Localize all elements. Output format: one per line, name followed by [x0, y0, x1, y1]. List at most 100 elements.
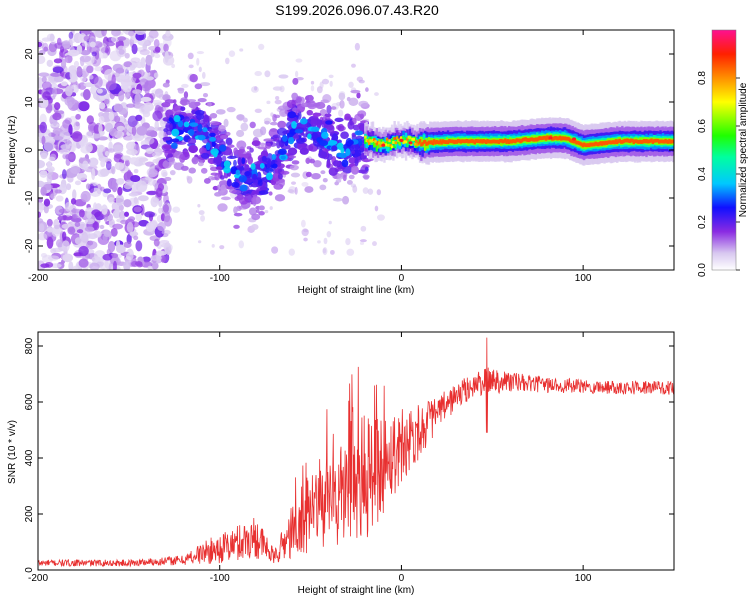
heatmap-cell — [162, 204, 169, 213]
heatmap-cell — [462, 139, 465, 144]
heatmap-cell — [86, 240, 98, 250]
heatmap-cell — [209, 112, 218, 119]
heatmap-cell — [579, 141, 582, 146]
heatmap-cell — [166, 129, 173, 136]
heatmap-cell — [376, 214, 385, 221]
heatmap-cell — [188, 64, 194, 69]
heatmap-cell — [67, 49, 80, 57]
heatmap-cell — [437, 140, 441, 145]
heatmap-cell — [249, 147, 254, 153]
heatmap-cell — [287, 189, 295, 194]
heatmap-cell — [75, 113, 81, 120]
heatmap-cell — [355, 135, 364, 140]
heatmap-cell — [197, 123, 203, 132]
heatmap-cell — [650, 138, 653, 143]
y-tick-label: 0 — [24, 567, 35, 573]
heatmap-cell — [162, 136, 171, 141]
heatmap-cell — [392, 138, 395, 151]
heatmap-cell — [311, 132, 319, 140]
heatmap-cell — [336, 142, 344, 150]
heatmap-cell — [464, 139, 468, 143]
heatmap-cell — [233, 159, 237, 167]
heatmap-cell — [659, 139, 662, 144]
heatmap-cell — [389, 144, 393, 150]
heatmap-cell — [465, 139, 469, 143]
heatmap-cell — [304, 186, 314, 193]
heatmap-cell — [563, 136, 567, 141]
heatmap-cell — [287, 111, 297, 119]
heatmap-cell — [672, 139, 674, 144]
heatmap-cell — [83, 35, 90, 42]
heatmap-cell — [163, 43, 169, 52]
heatmap-cell — [38, 41, 43, 48]
heatmap-cell — [244, 171, 251, 177]
heatmap-cell — [233, 224, 240, 229]
heatmap-cell — [167, 153, 174, 158]
heatmap-cell — [350, 165, 360, 175]
heatmap-cell — [323, 237, 328, 245]
heatmap-cell — [402, 141, 405, 145]
heatmap-cell — [348, 97, 359, 107]
heatmap-cell — [346, 179, 353, 185]
heatmap-cell — [392, 138, 395, 144]
heatmap-cell — [139, 78, 149, 89]
heatmap-cell — [251, 196, 262, 205]
heatmap-cell — [416, 143, 419, 147]
heatmap-cell — [94, 250, 106, 262]
heatmap-cell — [308, 94, 314, 102]
heatmap-cell — [225, 57, 230, 65]
heatmap-cell — [252, 178, 259, 185]
heatmap-cell — [83, 82, 95, 88]
heatmap-cell — [123, 61, 133, 68]
heatmap-cell — [91, 51, 97, 57]
heatmap-cell — [652, 139, 656, 143]
heatmap-cell — [177, 120, 184, 128]
heatmap-cell — [39, 113, 47, 125]
heatmap-cell — [168, 117, 173, 122]
heatmap-cell — [168, 244, 173, 251]
heatmap-cell — [68, 38, 76, 44]
heatmap-cell — [233, 147, 238, 156]
heatmap-cell — [354, 130, 364, 136]
heatmap-cell — [395, 136, 399, 140]
heatmap-cell — [164, 50, 169, 63]
heatmap-cell — [88, 74, 94, 80]
heatmap-cell — [201, 71, 206, 79]
heatmap-cell — [326, 160, 331, 169]
heatmap-cell — [93, 76, 103, 89]
heatmap-cell — [163, 211, 171, 223]
heatmap-cell — [415, 139, 418, 143]
heatmap-cell — [101, 204, 108, 215]
heatmap-cell — [551, 137, 554, 141]
heatmap-cell — [103, 188, 112, 194]
heatmap-cell — [130, 57, 141, 63]
y-tick-label: -10 — [24, 190, 35, 205]
heatmap-cell — [351, 63, 356, 68]
heatmap-cell — [266, 100, 271, 105]
heatmap-cell — [116, 125, 125, 132]
heatmap-cell — [347, 120, 355, 130]
heatmap-cell — [346, 248, 355, 256]
heatmap-cell — [52, 66, 64, 74]
heatmap-cell — [411, 137, 414, 141]
heatmap-cell — [159, 239, 170, 244]
heatmap-cell — [124, 159, 130, 167]
heatmap-cell — [60, 58, 67, 70]
heatmap-cell — [100, 168, 110, 177]
heatmap-cell — [102, 53, 108, 59]
heatmap-cell — [473, 140, 476, 145]
heatmap-cell — [645, 139, 648, 143]
heatmap-cell — [358, 79, 365, 84]
heatmap-cell — [65, 153, 75, 160]
heatmap-cell — [617, 139, 620, 143]
heatmap-cell — [42, 42, 49, 52]
heatmap-cell — [180, 106, 186, 112]
heatmap-cell — [594, 141, 597, 146]
heatmap-cell — [360, 225, 367, 232]
heatmap-cell — [68, 124, 73, 136]
heatmap-cell — [388, 140, 391, 147]
heatmap-cell — [299, 147, 309, 155]
heatmap-cell — [72, 265, 79, 270]
heatmap-cell — [427, 140, 431, 151]
